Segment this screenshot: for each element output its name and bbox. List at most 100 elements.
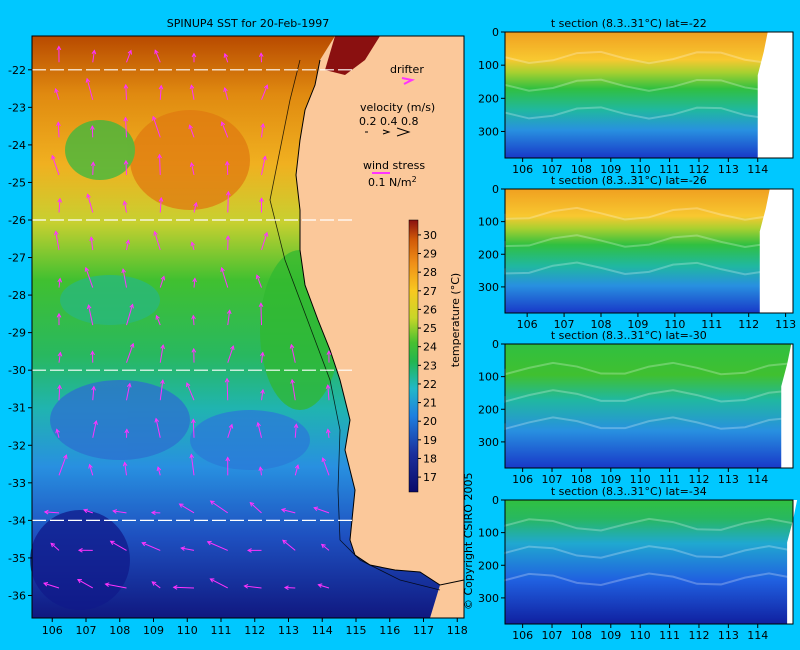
velocity-vector-head	[185, 382, 191, 388]
velocity-vector	[190, 85, 195, 100]
velocity-vector	[110, 540, 127, 551]
velocity-vector	[224, 87, 229, 100]
section-x-tick-label: 113	[775, 318, 796, 331]
velocity-vector-head	[189, 453, 195, 459]
velocity-legend-values: 0.2 0.4 0.8	[359, 115, 418, 128]
colorbar-tick-label: 22	[423, 378, 437, 391]
velocity-vector-head	[126, 382, 132, 388]
velocity-vector-head	[243, 583, 249, 589]
velocity-vector	[327, 385, 330, 401]
velocity-vector-head	[325, 428, 331, 434]
velocity-vector-head	[282, 539, 287, 545]
velocity-vector	[259, 467, 262, 476]
section-panel: t section (8.3..31°C) lat=-34 106 107 108 10…	[478, 485, 798, 642]
velocity-vector-head	[122, 461, 128, 467]
section-y-tick-label: 0	[492, 183, 499, 196]
map-y-tick-label: -23	[8, 101, 26, 114]
section-panels: t section (8.3..31°C) lat=-22 106 107 108 10…	[478, 17, 798, 642]
velocity-vector-head	[154, 49, 159, 55]
velocity-vector	[159, 154, 161, 175]
colorbar-label: temperature (°C)	[449, 273, 462, 367]
velocity-vector	[44, 511, 60, 514]
section-x-tick-label: 114	[747, 473, 768, 486]
velocity-vector-head	[321, 457, 327, 463]
velocity-vector	[43, 582, 60, 589]
velocity-vector-head	[190, 241, 196, 247]
velocity-vector	[159, 197, 162, 213]
velocity-vector	[179, 503, 195, 514]
section-panel: t section (8.3..31°C) lat=-26 106 107 108 10…	[478, 174, 796, 331]
velocity-vector-head	[191, 418, 196, 424]
section-y-tick-label: 200	[478, 559, 499, 572]
map-x-tick-label: 110	[177, 624, 198, 637]
velocity-vector-head	[43, 581, 49, 587]
velocity-vector	[159, 380, 164, 401]
map-x-tick-label: 114	[312, 624, 333, 637]
velocity-vector-head	[84, 266, 90, 272]
velocity-vector-head	[263, 231, 269, 237]
velocity-vector-head	[192, 277, 197, 283]
colorbar-tick-label: 21	[423, 397, 437, 410]
section-isotherm	[504, 261, 794, 276]
velocity-vector	[92, 386, 95, 401]
velocity-vector	[154, 50, 161, 63]
section-x-tick-label: 106	[512, 163, 533, 176]
map-y-tick-label: -27	[8, 252, 26, 265]
velocity-vector-head	[189, 162, 195, 168]
velocity-vector	[58, 385, 61, 401]
wind-legend-title: wind stress	[363, 159, 425, 172]
section-x-tick-label: 107	[542, 163, 563, 176]
section-x-tick-label: 108	[571, 629, 592, 642]
velocity-vector-head	[313, 506, 319, 511]
velocity-vector-head	[85, 77, 91, 83]
velocity-vector-head	[224, 377, 230, 383]
velocity-vector	[58, 352, 61, 363]
section-title: t section (8.3..31°C) lat=-30	[551, 329, 707, 342]
map-legend: drifter velocity (m/s) 0.2 0.4 0.8 wind …	[359, 63, 435, 189]
velocity-vector	[58, 278, 61, 288]
section-x-tick-label: 108	[571, 473, 592, 486]
velocity-vector	[193, 202, 197, 213]
velocity-vector-head	[258, 466, 264, 472]
velocity-vector-head	[57, 197, 63, 203]
section-y-tick-label: 300	[478, 436, 499, 449]
section-x-tick-label: 109	[600, 629, 621, 642]
velocity-vector	[210, 500, 229, 514]
section-x-tick-label: 109	[600, 473, 621, 486]
map-x-tick-label: 106	[42, 624, 63, 637]
velocity-vectors	[43, 45, 332, 591]
velocity-vector-head	[83, 508, 89, 514]
section-y-tick-label: 300	[478, 125, 499, 138]
velocity-vector	[141, 542, 161, 551]
section-isotherm	[504, 50, 794, 65]
velocity-vector	[159, 85, 162, 100]
velocity-vector-head	[220, 266, 225, 272]
velocity-vector	[124, 462, 127, 476]
velocity-vector	[122, 269, 127, 288]
section-x-tick-label: 114	[747, 163, 768, 176]
velocity-vector-head	[112, 509, 118, 514]
velocity-vector-head	[326, 350, 332, 355]
drifter-label: drifter	[390, 63, 424, 76]
velocity-vector-head	[223, 86, 228, 92]
velocity-vector-head	[283, 585, 289, 591]
velocity-vector	[321, 543, 330, 551]
section-land-mask	[759, 189, 793, 313]
velocity-vector	[260, 303, 262, 326]
colorbar-tick-label: 27	[423, 285, 437, 298]
velocity-legend-arrows	[365, 127, 411, 137]
velocity-vector-head	[51, 154, 56, 160]
map-x-tick-label: 113	[278, 624, 299, 637]
velocity-vector-head	[262, 155, 267, 161]
velocity-vector	[152, 116, 161, 138]
velocity-vector	[227, 424, 233, 438]
map-x-tick-label: 116	[379, 624, 400, 637]
velocity-vector	[244, 585, 262, 589]
velocity-vector-head	[220, 121, 226, 127]
velocity-vector	[56, 429, 60, 438]
section-x-tick-label: 112	[688, 473, 709, 486]
section-y-tick-label: 0	[492, 338, 499, 351]
velocity-vector	[90, 237, 94, 251]
section-x-tick-label: 112	[738, 318, 759, 331]
velocity-vector-head	[225, 190, 231, 196]
